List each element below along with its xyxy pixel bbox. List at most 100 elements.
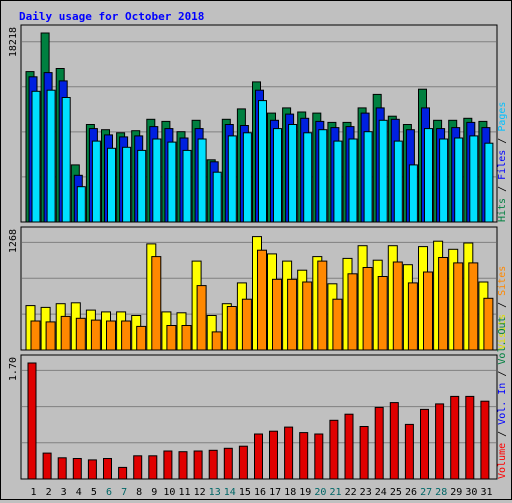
bar-pages-day-30	[469, 135, 479, 223]
bar-pages-day-31	[484, 142, 494, 223]
bar-volume-day-31	[480, 400, 490, 480]
x-tick-label-30: 30	[465, 487, 477, 498]
bar-sites-day-1	[30, 320, 41, 351]
bar-pages-day-7	[122, 146, 132, 223]
x-tick-label-21: 21	[329, 487, 341, 498]
bar-volume-day-21	[329, 419, 339, 480]
y-max-label-panel-1: 18218	[8, 27, 19, 57]
bar-volume-day-27	[420, 408, 429, 480]
x-tick-label-29: 29	[450, 487, 462, 498]
bar-pages-day-4	[76, 186, 86, 223]
x-tick-label-2: 2	[46, 487, 52, 498]
bar-pages-day-5	[91, 140, 101, 223]
bar-pages-day-16	[258, 100, 267, 223]
x-tick-label-23: 23	[360, 487, 372, 498]
bar-pages-day-12	[197, 138, 207, 223]
bar-pages-day-2	[46, 89, 56, 223]
bar-sites-day-16	[257, 249, 267, 351]
bar-pages-day-21	[333, 140, 343, 223]
bar-volume-day-28	[435, 403, 445, 480]
x-tick-label-9: 9	[151, 487, 157, 498]
x-tick-label-15: 15	[239, 487, 251, 498]
bar-pages-day-14	[227, 135, 237, 223]
x-tick-label-6: 6	[106, 487, 112, 498]
bar-pages-day-18	[288, 124, 298, 223]
bar-pages-day-28	[439, 138, 449, 223]
bar-volume-day-23	[359, 426, 369, 480]
bar-sites-day-20	[317, 260, 328, 351]
bar-volume-day-10	[163, 450, 173, 480]
bar-sites-day-4	[75, 317, 86, 351]
bar-sites-day-7	[121, 320, 132, 351]
bar-pages-day-15	[242, 132, 252, 223]
chart-title: Daily usage for October 2018	[19, 10, 204, 23]
bar-pages-day-3	[61, 97, 71, 223]
bar-pages-day-11	[182, 149, 192, 223]
bar-volume-day-19	[299, 432, 309, 480]
x-tick-label-24: 24	[375, 487, 387, 498]
bar-sites-day-19	[302, 281, 313, 351]
bar-volume-day-6	[103, 458, 112, 480]
x-tick-label-22: 22	[345, 487, 357, 498]
bar-volume-day-18	[284, 426, 294, 480]
x-tick-label-25: 25	[390, 487, 402, 498]
bar-pages-day-13	[212, 171, 222, 223]
bar-sites-day-22	[347, 273, 358, 351]
bar-sites-day-5	[90, 319, 101, 351]
legend-panel-3: Volume / Vol. In / Vol. Out	[497, 316, 508, 479]
legend-panel-1: Hits / Files / Pages	[497, 102, 508, 222]
bar-volume-day-25	[389, 402, 399, 480]
bar-volume-day-30	[465, 395, 475, 480]
x-tick-label-3: 3	[61, 487, 67, 498]
bar-volume-day-14	[223, 447, 233, 480]
x-tick-label-19: 19	[299, 487, 311, 498]
bar-volume-day-22	[344, 413, 354, 480]
bar-sites-day-27	[423, 271, 433, 351]
x-tick-label-5: 5	[91, 487, 97, 498]
bar-sites-day-14	[226, 306, 237, 351]
y-max-label-panel-2: 1268	[8, 229, 19, 253]
bar-volume-day-7	[118, 466, 128, 480]
bar-pages-day-17	[273, 128, 282, 223]
bar-sites-day-3	[60, 315, 71, 351]
bar-volume-day-13	[208, 449, 218, 480]
x-tick-label-16: 16	[254, 487, 266, 498]
bar-volume-day-15	[238, 445, 248, 480]
x-tick-label-28: 28	[435, 487, 447, 498]
bar-volume-day-24	[374, 406, 384, 480]
bar-volume-day-4	[72, 458, 82, 480]
bar-volume-day-16	[254, 433, 263, 480]
bar-sites-day-30	[468, 262, 479, 351]
bar-pages-day-27	[424, 128, 433, 223]
x-tick-label-18: 18	[284, 487, 296, 498]
bar-pages-day-23	[363, 131, 373, 223]
bar-volume-day-9	[148, 455, 158, 480]
bar-sites-day-9	[151, 256, 162, 351]
bar-sites-day-15	[241, 298, 252, 351]
bar-pages-day-6	[107, 147, 116, 223]
bar-volume-day-8	[133, 455, 143, 480]
bar-sites-day-28	[438, 257, 449, 351]
bar-volume-day-26	[404, 423, 414, 480]
bar-sites-day-29	[453, 262, 464, 351]
bar-sites-day-11	[181, 325, 192, 351]
bar-pages-day-1	[31, 90, 41, 223]
legend-panel-2: Visits / Sites	[497, 266, 508, 350]
x-tick-label-1: 1	[30, 487, 36, 498]
bar-pages-day-29	[454, 137, 464, 223]
y-max-label-panel-3: 1.70	[8, 357, 19, 381]
bar-volume-day-3	[57, 457, 67, 480]
bar-sites-day-21	[332, 298, 343, 351]
bar-volume-day-11	[178, 451, 188, 480]
bar-volume-day-20	[314, 433, 324, 480]
x-tick-label-13: 13	[209, 487, 221, 498]
x-tick-label-17: 17	[269, 487, 281, 498]
x-tick-label-27: 27	[420, 487, 432, 498]
bar-pages-day-25	[393, 140, 403, 223]
bar-volume-day-5	[87, 459, 97, 480]
bar-pages-day-19	[303, 132, 313, 223]
bar-pages-day-24	[378, 119, 388, 223]
x-tick-label-12: 12	[194, 487, 206, 498]
x-tick-label-26: 26	[405, 487, 417, 498]
